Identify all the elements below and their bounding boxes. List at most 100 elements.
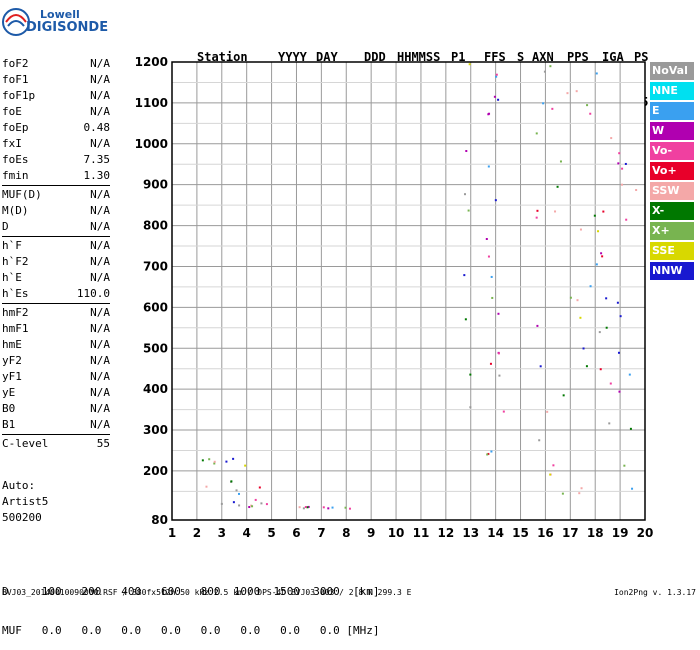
x-tick-label: 10 — [388, 526, 405, 540]
data-point — [576, 299, 579, 302]
param-name: h`F2 — [2, 255, 29, 268]
logo: Lowell DIGISONDE — [2, 2, 112, 42]
data-point — [599, 368, 602, 371]
data-point — [618, 152, 621, 155]
param-row: hmE N/A — [2, 337, 110, 353]
param-value: N/A — [90, 354, 110, 367]
header-label-0: Station — [197, 50, 248, 64]
data-point — [248, 506, 251, 509]
data-point — [628, 373, 631, 376]
param-separator — [2, 303, 110, 304]
header-label-7: S — [517, 50, 525, 64]
legend-item: NNW — [650, 262, 694, 280]
x-tick-label: 13 — [462, 526, 479, 540]
param-value: N/A — [90, 386, 110, 399]
data-point — [494, 199, 497, 202]
legend-item: Vo- — [650, 142, 694, 160]
param-value: N/A — [90, 322, 110, 335]
data-point — [617, 351, 620, 354]
data-point — [538, 439, 541, 442]
data-point — [251, 505, 254, 508]
x-tick-label: 3 — [218, 526, 226, 540]
param-name: h`E — [2, 271, 22, 284]
legend-item: X+ — [650, 222, 694, 240]
param-name: hmF2 — [2, 306, 29, 319]
data-point — [344, 506, 347, 509]
data-point — [619, 315, 622, 318]
data-point — [608, 422, 611, 425]
data-point — [589, 285, 592, 288]
distance-row-label: D — [2, 585, 9, 598]
data-point — [617, 162, 620, 165]
param-row: h`F N/A — [2, 238, 110, 254]
x-tick-label: 2 — [193, 526, 201, 540]
param-value: N/A — [90, 306, 110, 319]
x-tick-label: 16 — [537, 526, 554, 540]
data-point — [498, 374, 501, 377]
data-point — [566, 92, 569, 95]
param-row: fmin 1.30 — [2, 168, 110, 184]
y-tick-label: 400 — [143, 382, 168, 396]
data-point — [609, 382, 612, 385]
data-point — [610, 137, 613, 140]
param-row: foE N/A — [2, 104, 110, 120]
data-point — [487, 165, 490, 168]
y-tick-label: 800 — [143, 219, 168, 233]
param-separator — [2, 434, 110, 435]
header-label-1: YYYY — [278, 50, 307, 64]
auto-program: Artist5 — [2, 495, 49, 508]
data-point — [465, 150, 468, 153]
data-point — [494, 140, 497, 143]
y-tick-label: 1200 — [135, 55, 168, 69]
param-name: h`Es — [2, 287, 29, 300]
muf-row-label: MUF — [2, 624, 22, 637]
param-row: M(D) N/A — [2, 203, 110, 219]
param-separator — [2, 236, 110, 237]
data-point — [554, 210, 557, 213]
data-point — [623, 464, 626, 467]
param-name: foF1p — [2, 89, 36, 102]
data-point — [497, 312, 500, 315]
param-value: N/A — [90, 418, 110, 431]
data-point — [624, 162, 627, 165]
legend: NoVal NNE E W Vo- Vo+ SSW X- X+ SSE NNW — [650, 62, 694, 282]
param-row: fxI N/A — [2, 136, 110, 152]
param-name: yF2 — [2, 354, 22, 367]
ionogram-chart: 1 2 3 4 5 6 7 8 9 10 11 12 13 14 15 16 17 18 19 20802003004… — [135, 55, 654, 540]
param-name: hmF1 — [2, 322, 29, 335]
data-point — [487, 452, 490, 455]
param-name: yE — [2, 386, 16, 399]
param-row: foF2 N/A — [2, 56, 110, 72]
data-point — [621, 183, 624, 186]
param-value: N/A — [90, 220, 110, 233]
header-label-9: PPS — [567, 50, 589, 64]
data-point — [486, 453, 489, 456]
data-point — [595, 72, 598, 75]
data-point — [260, 502, 263, 505]
data-point — [327, 507, 330, 510]
data-point — [549, 473, 552, 476]
file-info-footer: BVJ03_20140010090000.RSF / 380fx512h 50 … — [2, 588, 412, 597]
param-value: N/A — [90, 89, 110, 102]
data-point — [578, 492, 581, 495]
header-label-2: DAY — [316, 50, 338, 64]
data-point — [258, 486, 261, 489]
autoscaling-info: Auto: Artist5 500200 — [2, 478, 48, 526]
data-point — [322, 506, 325, 509]
auto-label: Auto: — [2, 479, 36, 492]
x-tick-label: 9 — [367, 526, 375, 540]
header-label-11: PS — [634, 50, 649, 64]
data-point — [489, 362, 492, 365]
param-row: hmF2 N/A — [2, 305, 110, 321]
data-point — [490, 275, 493, 278]
data-point — [580, 487, 583, 490]
legend-item: SSE — [650, 242, 694, 260]
data-point — [546, 410, 549, 413]
header-label-10: IGA — [602, 50, 624, 64]
data-point — [487, 113, 490, 116]
x-tick-label: 5 — [267, 526, 275, 540]
data-point — [463, 274, 466, 277]
data-point — [618, 390, 621, 393]
data-point — [597, 230, 600, 233]
data-point — [238, 504, 241, 507]
